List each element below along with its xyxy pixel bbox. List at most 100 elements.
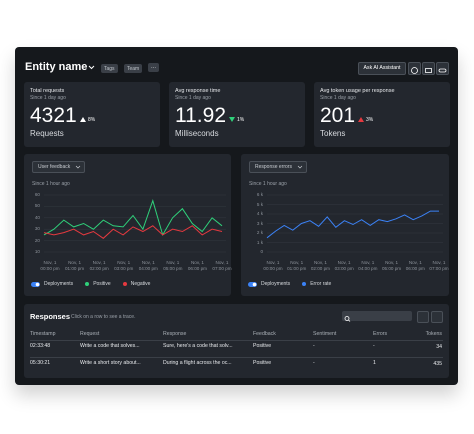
card-delta: 1% — [237, 117, 245, 123]
plot — [43, 165, 226, 253]
table-cell[interactable]: 435 — [433, 361, 442, 367]
card-title: Avg token usage per response — [320, 88, 395, 94]
table-cell[interactable]: During a flight across the oc... — [163, 360, 232, 366]
legend-label: Positive — [93, 281, 111, 287]
card-title: Total requests — [30, 88, 65, 94]
y-tick-label: 10 — [34, 249, 40, 254]
table-cell[interactable]: Sure, here's a code that solv... — [163, 343, 233, 349]
legend-label: Error rate — [310, 281, 332, 287]
x-tick-label: Nov, 1 03:00 pm — [334, 260, 354, 271]
y-tick-label: 1 k — [256, 239, 263, 245]
card-unit: Tokens — [320, 129, 346, 138]
card-unit: Milliseconds — [175, 129, 219, 138]
responses-table: Responses Click on a row to see a trace.… — [24, 304, 449, 378]
x-tick-label: Nov, 1 05:00 pm — [381, 260, 402, 271]
stat-card: Avg response time Since 1 day ago 11.92 1% M… — [169, 82, 305, 147]
x-tick-label: Nov, 1 04:00 pm — [138, 260, 158, 271]
card-unit: Requests — [30, 129, 64, 138]
tag[interactable]: Tags — [101, 64, 118, 73]
y-tick-label: 40 — [34, 214, 40, 220]
table-cell[interactable]: - — [373, 343, 375, 349]
menu-button[interactable]: ··· — [148, 63, 159, 72]
settings-button[interactable] — [431, 311, 443, 323]
toggle-knob — [35, 282, 40, 286]
download-button[interactable] — [417, 311, 429, 323]
column-header: Feedback — [253, 331, 276, 337]
table-cell[interactable]: 05:30:21 — [30, 360, 51, 366]
search-box[interactable] — [342, 311, 412, 322]
table-cell[interactable]: 02:33:48 — [30, 343, 51, 349]
mail-button[interactable] — [422, 62, 435, 75]
dropdown-label: User feedback — [38, 164, 71, 170]
dropdown-caret — [297, 165, 303, 169]
column-header: Response — [163, 331, 187, 337]
column-header: Sentiment — [313, 331, 337, 337]
legend: Deployments Error rate — [248, 281, 339, 287]
y-tick-label: 4 k — [256, 211, 263, 216]
chart-dropdown[interactable]: User feedback — [32, 161, 86, 173]
toggle[interactable] — [248, 281, 257, 287]
dropdown-caret — [75, 165, 81, 169]
legend-label: Deployments — [261, 281, 291, 287]
table-cell[interactable]: Positive — [253, 360, 272, 366]
x-tick-label: Nov, 1 02:00 pm — [310, 260, 330, 271]
y-tick-label: 20 — [34, 237, 40, 243]
y-tick-label: 50 — [34, 203, 40, 209]
x-tick-label: Nov, 1 00:00 pm — [40, 260, 60, 271]
legend-label: Negative — [130, 281, 151, 287]
link-button[interactable] — [436, 62, 449, 75]
series-line — [266, 210, 439, 239]
dot — [122, 282, 127, 286]
table-cell[interactable]: - — [313, 343, 315, 349]
table-hint: Click on a row to see a trace. — [71, 314, 136, 320]
card-delta: 8% — [88, 117, 96, 123]
card-value: 11.92 — [175, 104, 226, 127]
stat-card: Total requests Since 1 day ago 4321 8% Reque… — [24, 82, 160, 147]
plot — [266, 165, 443, 253]
stat-card: Avg token usage per response Since 1 day … — [314, 82, 450, 147]
row-divider — [30, 340, 443, 341]
help-button[interactable] — [408, 62, 421, 75]
legend-dot — [122, 282, 127, 286]
column-header: Request — [80, 331, 100, 337]
x-tick-label: Nov, 1 05:00 pm — [163, 260, 183, 271]
card-subtitle: Since 1 day ago — [320, 95, 356, 101]
table-title: Responses — [30, 312, 71, 321]
dropdown-label: Response errors — [255, 164, 292, 170]
x-tick-label: Nov, 1 06:00 pm — [187, 260, 207, 271]
delta-arrow — [80, 117, 86, 122]
toggle[interactable] — [31, 281, 40, 287]
card-value: 201 — [320, 104, 356, 127]
x-tick-label: Nov, 1 06:00 pm — [405, 260, 425, 271]
card-title: Avg response time — [175, 88, 221, 94]
feedback-chart: User feedback Since 1 hour ago 10 20 30 40 50 6… — [24, 154, 232, 296]
x-tick-label: Nov, 1 07:00 pm — [429, 260, 449, 271]
table-cell[interactable]: Write a code that solves... — [80, 343, 140, 349]
table-cell[interactable]: 34 — [436, 344, 442, 350]
table-cell[interactable]: Write a short story about... — [80, 360, 141, 366]
delta-arrow — [358, 117, 364, 122]
y-tick-label: 30 — [34, 226, 40, 232]
y-tick-label: 5 k — [256, 201, 263, 207]
table-cell[interactable]: Positive — [253, 343, 272, 349]
tag[interactable]: Team — [124, 64, 143, 73]
series-line — [43, 225, 223, 239]
errors-chart: Response errors Since 1 hour ago 0 1 k 2 k 3 … — [241, 154, 449, 296]
dot — [85, 282, 90, 286]
x-tick-label: Nov, 1 04:00 pm — [358, 260, 378, 271]
legend-label: Deployments — [44, 281, 74, 287]
chart-dropdown[interactable]: Response errors — [249, 161, 307, 173]
legend-dot — [85, 282, 90, 286]
card-subtitle: Since 1 day ago — [175, 95, 211, 101]
dot — [302, 282, 307, 286]
arrow — [358, 117, 364, 122]
ask-ai-button[interactable]: Ask AI Assistant — [358, 62, 406, 75]
table-cell[interactable]: 1 — [373, 360, 376, 366]
title-caret[interactable] — [88, 65, 95, 70]
y-tick-label: 0 — [260, 249, 263, 254]
series-line — [43, 199, 223, 237]
y-tick-label: 2 k — [256, 230, 263, 235]
table-cell[interactable]: - — [313, 360, 315, 366]
y-tick-label: 3 k — [256, 220, 263, 226]
card-value: 4321 — [30, 104, 77, 127]
